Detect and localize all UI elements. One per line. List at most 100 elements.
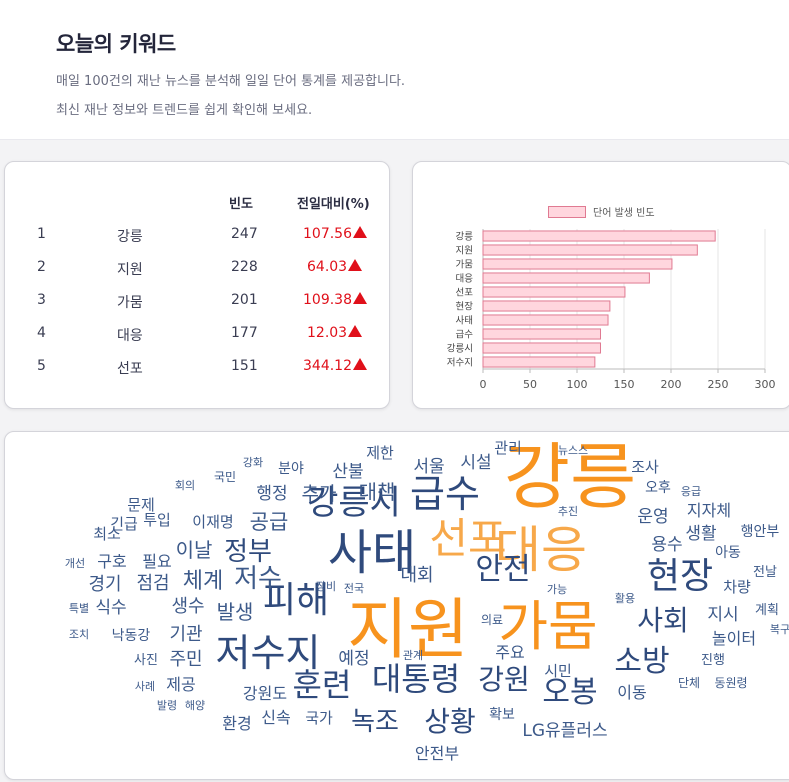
word-cloud-word[interactable]: 강릉 bbox=[504, 435, 636, 519]
word-cloud-word[interactable]: 이날 bbox=[176, 538, 213, 562]
word-cloud-word[interactable]: 신속 bbox=[261, 708, 290, 727]
word-cloud-word[interactable]: 행정 bbox=[256, 484, 287, 504]
word-cloud-word[interactable]: 투입 bbox=[143, 511, 171, 529]
word-cloud-word[interactable]: 문제 bbox=[127, 496, 155, 514]
bar[interactable] bbox=[482, 342, 601, 354]
word-cloud-word[interactable]: 강릉시 bbox=[307, 483, 401, 523]
word-cloud-word[interactable]: 지원 bbox=[347, 591, 468, 668]
word-cloud-word[interactable]: 긴급 bbox=[110, 515, 138, 533]
word-cloud-word[interactable]: 주요 bbox=[495, 643, 524, 662]
word-cloud-word[interactable]: 회의 bbox=[175, 479, 195, 492]
bar[interactable] bbox=[482, 272, 650, 284]
word-cloud-word[interactable]: 아동 bbox=[715, 545, 741, 561]
word-cloud-word[interactable]: 강원 bbox=[478, 663, 530, 696]
word-cloud-word[interactable]: 국가 bbox=[305, 709, 333, 727]
word-cloud-word[interactable]: 기관 bbox=[169, 624, 202, 645]
word-cloud-word[interactable]: 저수지 bbox=[216, 631, 321, 675]
word-cloud-word[interactable]: 상황 bbox=[424, 705, 476, 738]
word-cloud-word[interactable]: 경기 bbox=[88, 574, 121, 595]
word-cloud-word[interactable]: 관계 bbox=[403, 649, 423, 662]
word-cloud-word[interactable]: 저수 bbox=[234, 564, 282, 594]
word-cloud-word[interactable]: 차량 bbox=[723, 578, 751, 596]
word-cloud-word[interactable]: 전국 bbox=[344, 582, 364, 595]
word-cloud-word[interactable]: 이동 bbox=[617, 683, 646, 702]
word-cloud-word[interactable]: 제공 bbox=[166, 675, 195, 694]
bar[interactable] bbox=[482, 314, 609, 326]
word-cloud-word[interactable]: 필요 bbox=[142, 552, 171, 571]
word-cloud-word[interactable]: 국민 bbox=[214, 470, 236, 484]
word-cloud-word[interactable]: 추진 bbox=[558, 505, 578, 518]
word-cloud-word[interactable]: 소방 bbox=[614, 644, 669, 679]
word-cloud-word[interactable]: 식수 bbox=[95, 598, 126, 618]
word-cloud-word[interactable]: 지자체 bbox=[687, 501, 731, 520]
word-cloud-word[interactable]: 정부 bbox=[224, 537, 272, 567]
word-cloud-word[interactable]: 관리 bbox=[494, 439, 522, 457]
word-cloud-word[interactable]: 생활 bbox=[685, 524, 716, 544]
word-cloud-word[interactable]: 가능 bbox=[547, 583, 567, 596]
word-cloud-word[interactable]: 동원령 bbox=[714, 676, 747, 690]
word-cloud-word[interactable]: 사진 bbox=[134, 653, 158, 668]
word-cloud-word[interactable]: 의료 bbox=[481, 613, 503, 627]
word-cloud-word[interactable]: 이재명 bbox=[192, 513, 233, 531]
word-cloud-word[interactable]: 발생 bbox=[217, 600, 254, 624]
word-cloud-word[interactable]: 해양 bbox=[185, 698, 205, 712]
word-cloud-word[interactable]: 예정 bbox=[338, 649, 369, 669]
word-cloud-word[interactable]: 오봉 bbox=[542, 675, 597, 710]
word-cloud-word[interactable]: 확보 bbox=[489, 707, 515, 723]
bar[interactable] bbox=[482, 300, 611, 312]
word-cloud-word[interactable]: 복구 bbox=[770, 623, 789, 636]
word-cloud-word[interactable]: 장비 bbox=[316, 580, 336, 593]
word-cloud-word[interactable]: 단체 bbox=[678, 676, 700, 690]
word-cloud-word[interactable]: 구호 bbox=[97, 552, 126, 571]
word-cloud-word[interactable]: 오후 bbox=[645, 480, 671, 496]
word-cloud-word[interactable]: 낙동강 bbox=[112, 628, 151, 644]
word-cloud-word[interactable]: 급수 bbox=[410, 472, 480, 516]
word-cloud-word[interactable]: 생수 bbox=[171, 596, 204, 617]
word-cloud-word[interactable]: 용수 bbox=[651, 535, 682, 555]
legend-swatch[interactable] bbox=[548, 206, 586, 218]
word-cloud-word[interactable]: 응급 bbox=[681, 485, 701, 498]
word-cloud-word[interactable]: 진행 bbox=[701, 652, 725, 668]
word-cloud-word[interactable]: 대응 bbox=[495, 521, 587, 579]
word-cloud-word[interactable]: LG유플러스 bbox=[522, 721, 607, 741]
word-cloud-word[interactable]: 지시 bbox=[707, 605, 738, 625]
word-cloud-word[interactable]: 안전 bbox=[475, 552, 530, 587]
word-cloud-word[interactable]: 대책 bbox=[359, 480, 396, 504]
word-cloud-word[interactable]: 체계 bbox=[183, 569, 223, 594]
word-cloud-word[interactable]: 조사 bbox=[631, 458, 659, 476]
word-cloud-word[interactable]: 사례 bbox=[135, 680, 155, 693]
word-cloud-word[interactable]: 시민 bbox=[544, 662, 572, 680]
bar[interactable] bbox=[482, 356, 596, 368]
word-cloud-word[interactable]: 제한 bbox=[366, 444, 394, 462]
word-cloud-word[interactable]: 현장 bbox=[647, 556, 713, 597]
word-cloud-word[interactable]: 최소 bbox=[93, 525, 121, 543]
word-cloud-word[interactable]: 사회 bbox=[637, 604, 689, 637]
word-cloud-word[interactable]: 점검 bbox=[136, 573, 169, 594]
word-cloud-word[interactable]: 녹조 bbox=[351, 707, 399, 737]
word-cloud-word[interactable]: 활용 bbox=[615, 591, 635, 605]
bar[interactable] bbox=[482, 244, 698, 256]
word-cloud-word[interactable]: 서울 bbox=[413, 457, 444, 477]
word-cloud-word[interactable]: 행안부 bbox=[741, 524, 780, 540]
word-cloud-word[interactable]: 환경 bbox=[222, 714, 251, 733]
bar[interactable] bbox=[482, 286, 626, 298]
word-cloud-word[interactable]: 훈련 bbox=[293, 666, 352, 704]
word-cloud-word[interactable]: 산불 bbox=[332, 462, 363, 482]
word-cloud-word[interactable]: 시설 bbox=[460, 453, 491, 473]
legend-label[interactable]: 단어 발생 빈도 bbox=[593, 208, 655, 219]
word-cloud-word[interactable]: 공급 bbox=[250, 510, 289, 534]
bar[interactable] bbox=[482, 258, 673, 270]
word-cloud-word[interactable]: 사태 bbox=[328, 525, 416, 581]
word-cloud-word[interactable]: 뉴스스 bbox=[558, 444, 588, 457]
word-cloud-word[interactable]: 운영 bbox=[637, 507, 668, 527]
word-cloud-word[interactable]: 특별 bbox=[69, 602, 89, 615]
word-cloud-word[interactable]: 강원도 bbox=[243, 684, 287, 703]
word-cloud-word[interactable]: 대회 bbox=[400, 565, 433, 586]
word-cloud-word[interactable]: 개선 bbox=[65, 557, 85, 570]
word-cloud-word[interactable]: 가뭄 bbox=[498, 595, 597, 658]
word-cloud-word[interactable]: 주민 bbox=[169, 649, 202, 670]
word-cloud-word[interactable]: 강화 bbox=[243, 456, 263, 469]
word-cloud-word[interactable]: 계획 bbox=[755, 603, 779, 618]
word-cloud-word[interactable]: 조치 bbox=[69, 628, 89, 641]
bar[interactable] bbox=[482, 328, 601, 340]
